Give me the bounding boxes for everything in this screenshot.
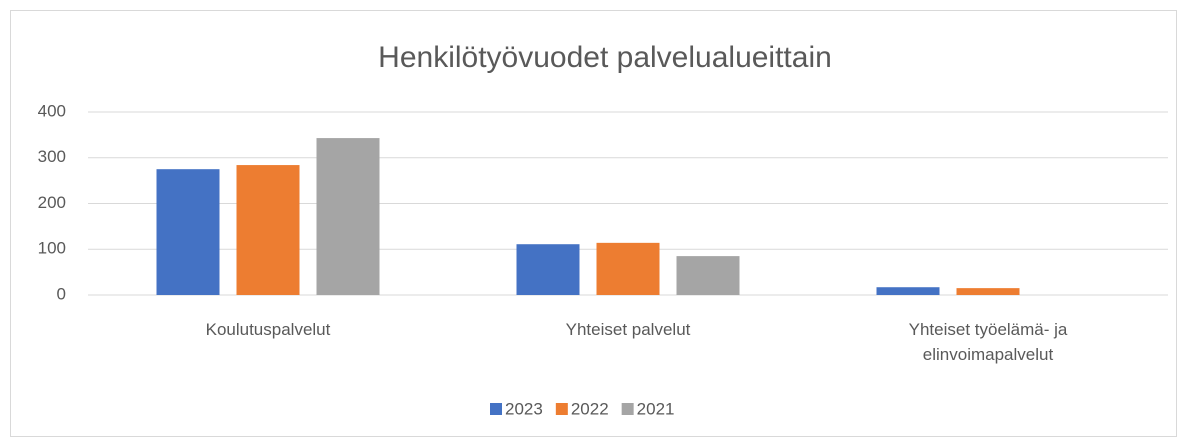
legend-label: 2022 [571,399,609,418]
x-tick-label: Yhteiset työelämä- ja elinvoimapalvelut [908,320,1068,364]
bar [236,165,300,295]
bar [316,138,380,295]
bar [516,244,580,295]
chart-title: Henkilötyövuodet palvelualueittain [378,41,832,74]
legend-swatch [555,403,568,415]
y-tick-label: 100 [38,239,66,258]
legend-label: 2023 [505,399,543,418]
bar [876,287,940,295]
x-tick-label: Yhteiset palvelut [565,320,691,339]
bar [956,288,1020,295]
y-tick-label: 300 [38,147,66,166]
x-tick-label: Koulutuspalvelut [205,320,331,339]
bar [156,169,220,295]
y-tick-label: 200 [38,193,66,212]
y-tick-label: 400 [38,101,66,120]
bar [676,256,740,295]
legend-label: 2021 [637,399,675,418]
legend-swatch [621,403,634,415]
chart-frame [10,10,1177,437]
legend-swatch [490,403,502,415]
y-tick-label: 0 [57,284,66,303]
bar [596,242,660,295]
